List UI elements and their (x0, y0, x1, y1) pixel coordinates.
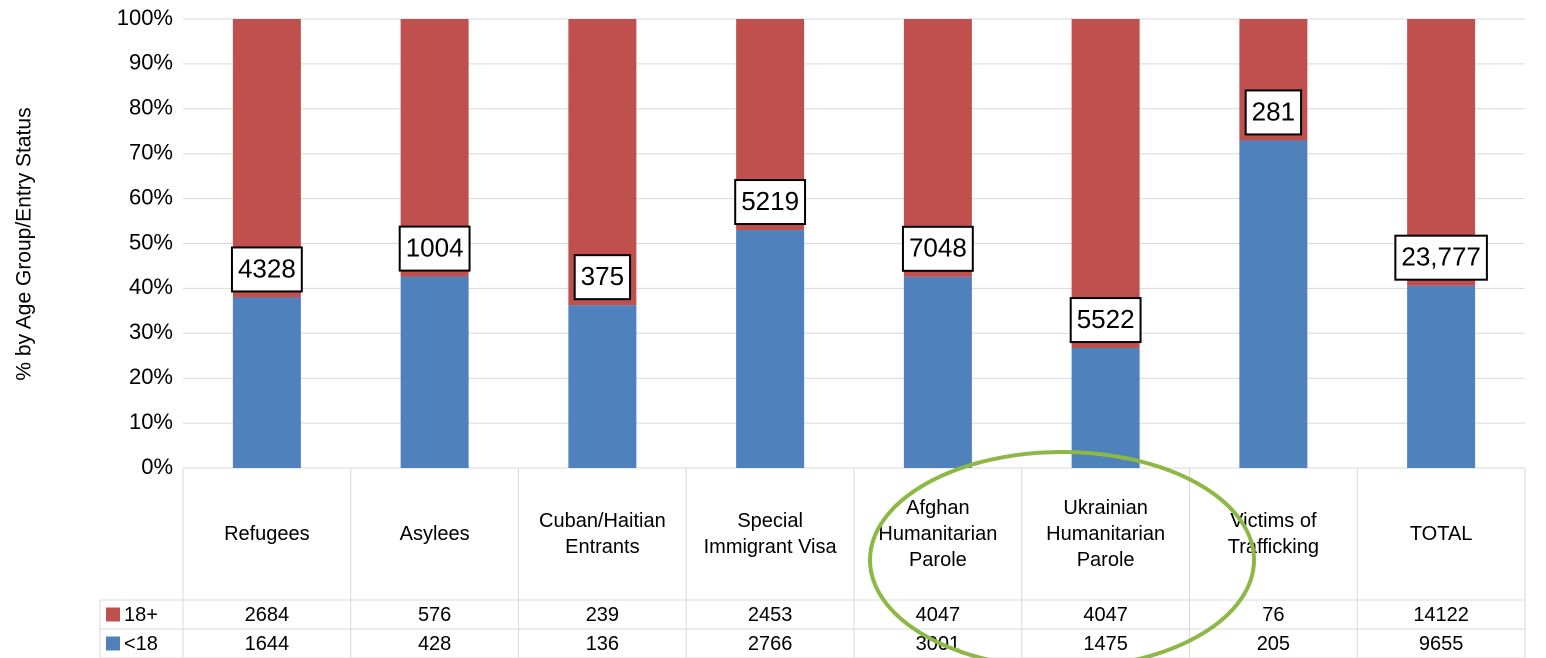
category-label: Cuban/Haitian Entrants (539, 510, 666, 558)
table-value: 1644 (245, 633, 290, 655)
bar-segment (400, 276, 469, 468)
total-label: 375 (573, 254, 632, 301)
table-value: 2766 (748, 633, 793, 655)
bar-segment (736, 230, 805, 468)
table-value: 239 (586, 604, 619, 626)
category-cell: Afghan Humanitarian Parole (878, 497, 998, 571)
y-tick-label: 10% (129, 409, 173, 434)
total-label-text: 5219 (741, 186, 799, 216)
category-cell: Refugees (224, 523, 310, 545)
table-value: 428 (418, 633, 451, 655)
highlight-ellipse (868, 450, 1256, 658)
y-tick-label: 80% (129, 95, 173, 120)
bar-segment (1239, 140, 1308, 468)
table-value: 4047 (916, 604, 961, 626)
total-label: 5219 (734, 179, 807, 226)
category-label: Special Immigrant Visa (703, 510, 837, 558)
category-cell: Ukrainian Humanitarian Parole (1046, 497, 1166, 571)
y-tick-label: 50% (129, 229, 173, 254)
total-label-text: 5522 (1077, 304, 1135, 334)
category-label: TOTAL (1409, 523, 1473, 545)
category-cell: Special Immigrant Visa (703, 510, 837, 558)
table-value: 9655 (1419, 633, 1464, 655)
category-label: Ukrainian Humanitarian Parole (1046, 497, 1166, 571)
table-value: 2684 (245, 604, 290, 626)
legend-label: <18 (124, 633, 158, 655)
category-cell: Asylees (399, 523, 470, 545)
category-label: Refugees (224, 523, 310, 545)
bar-segment (903, 276, 972, 468)
total-label-box (230, 246, 303, 293)
legend-swatch (106, 607, 120, 622)
y-tick-label: 0% (141, 454, 173, 479)
table-value: 4047 (1083, 604, 1128, 626)
bar-segment (1407, 285, 1476, 468)
category-label: Afghan Humanitarian Parole (878, 497, 998, 571)
total-label-box (398, 225, 471, 272)
y-tick-label: 40% (129, 274, 173, 299)
table-value: 14122 (1413, 604, 1469, 626)
total-label: 281 (1244, 89, 1303, 136)
total-label: 1004 (398, 225, 471, 272)
bar-segment (232, 297, 301, 468)
y-tick-label: 100% (117, 5, 173, 30)
table-value: 205 (1257, 633, 1290, 655)
category-cell: TOTAL (1409, 523, 1473, 545)
total-label: 7048 (901, 225, 974, 272)
total-label-text: 1004 (406, 232, 464, 262)
total-label-text: 23,777 (1401, 242, 1481, 272)
grid (183, 18, 1525, 469)
y-tick-label: 30% (129, 319, 173, 344)
bar-segment (568, 305, 637, 468)
total-label-text: 4328 (238, 253, 296, 283)
bar-segment (1071, 19, 1140, 349)
total-label-box (901, 225, 974, 272)
legend-label: 18+ (124, 604, 158, 626)
total-label-text: 281 (1252, 96, 1295, 126)
total-label-box (1069, 297, 1142, 344)
table-value: 136 (586, 633, 619, 655)
total-label-box (1394, 234, 1488, 281)
category-label: Asylees (399, 523, 470, 545)
total-label-box (573, 254, 632, 301)
total-label-box (734, 179, 807, 226)
legend-swatch (106, 636, 120, 651)
total-label: 23,777 (1394, 234, 1488, 281)
total-label-box (1244, 89, 1303, 136)
table-value: 76 (1262, 604, 1284, 626)
total-label-text: 375 (581, 261, 624, 291)
table-value: 1475 (1083, 633, 1128, 655)
y-tick-label: 60% (129, 184, 173, 209)
total-label: 4328 (230, 246, 303, 293)
table-value: 576 (418, 604, 451, 626)
total-label-text: 7048 (909, 233, 967, 263)
category-cell: Victims of Trafficking (1227, 510, 1319, 558)
y-tick-label: 90% (129, 50, 173, 75)
bar-segment (1071, 348, 1140, 468)
total-label: 5522 (1069, 297, 1142, 344)
y-axis-label: % by Age Group/Entry Status (13, 107, 36, 380)
category-cell: Cuban/Haitian Entrants (539, 510, 666, 558)
table-value: 2453 (748, 604, 793, 626)
y-tick-label: 20% (129, 364, 173, 389)
category-label: Victims of Trafficking (1227, 510, 1319, 558)
y-tick-label: 70% (129, 140, 173, 165)
